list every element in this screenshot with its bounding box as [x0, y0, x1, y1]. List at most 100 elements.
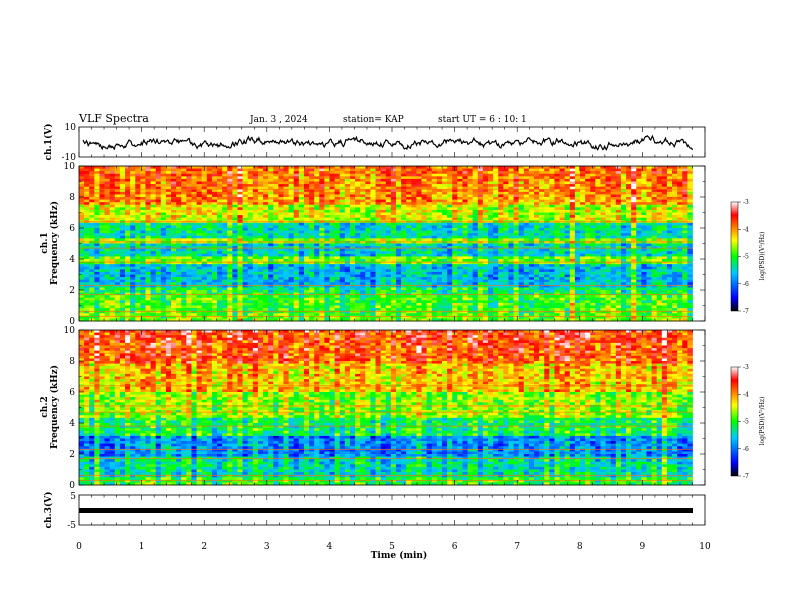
spectrogram-cell: [421, 235, 428, 239]
spectrogram-cell: [349, 178, 356, 182]
spectrogram-cell: [395, 261, 402, 265]
spectrogram-cell: [119, 212, 126, 216]
spectrogram-cell: [242, 202, 249, 206]
spectrogram-cell: [165, 199, 172, 203]
spectrogram-cell: [145, 191, 151, 195]
spectrogram-cell: [636, 202, 642, 206]
spectrogram-cell: [472, 209, 479, 213]
spectrogram-cell: [314, 228, 320, 231]
spectrogram-cell: [661, 186, 668, 190]
spectrogram-cell: [150, 243, 157, 247]
spectrogram-cell: [610, 209, 617, 213]
spectrogram-cell: [298, 246, 305, 250]
spectrogram-cell: [569, 266, 576, 270]
spectrogram-cell: [385, 178, 392, 182]
spectrogram-cell: [298, 256, 305, 260]
spectrogram-cell: [498, 266, 504, 270]
spectrogram-cell: [176, 235, 182, 239]
spectrogram-cell: [661, 209, 668, 213]
spectrogram-cell: [360, 191, 366, 195]
spectrogram-cell: [150, 225, 157, 229]
spectrogram-cell: [268, 222, 274, 226]
spectrogram-cell: [493, 212, 499, 216]
spectrogram-cell: [298, 209, 305, 213]
spectrogram-cell: [293, 217, 300, 221]
spectrogram-cell: [283, 189, 289, 193]
spectrogram-cell: [549, 222, 555, 226]
spectrogram-cell: [365, 178, 371, 182]
spectrogram-cell: [452, 186, 458, 190]
spectrogram-cell: [636, 228, 642, 231]
spectrogram-cell: [84, 235, 90, 239]
spectrogram-cell: [206, 176, 213, 180]
spectrogram-cell: [268, 269, 274, 273]
spectrogram-cell: [319, 240, 325, 244]
spectrogram-cell: [176, 251, 182, 255]
spectrogram-cell: [508, 189, 514, 193]
spectrogram-cell: [319, 176, 325, 180]
spectrogram-cell: [467, 230, 474, 234]
spectrogram-cell: [355, 207, 361, 211]
spectrogram-cell: [528, 204, 535, 208]
spectrogram-cell: [89, 199, 95, 203]
spectrogram-cell: [482, 191, 489, 195]
spectrogram-cell: [130, 235, 136, 239]
spectrogram-cell: [355, 197, 361, 200]
spectrogram-cell: [303, 240, 310, 244]
spectrogram-cell: [508, 225, 514, 229]
spectrogram-cell: [273, 168, 279, 172]
spectrogram-cell: [237, 199, 243, 203]
spectrogram-cell: [472, 184, 479, 188]
spectrogram-cell: [104, 246, 111, 250]
spectrogram-cell: [191, 204, 197, 208]
spectrogram-cell: [222, 186, 228, 190]
spectrogram-cell: [513, 168, 520, 172]
spectrogram-cell: [457, 199, 463, 203]
spectrogram-cell: [472, 197, 479, 200]
spectrogram-cell: [89, 217, 95, 221]
spectrogram-cell: [672, 238, 678, 242]
spectrogram-cell: [160, 173, 167, 177]
spectrogram-cell: [263, 194, 269, 198]
spectrogram-cell: [104, 256, 111, 260]
spectrogram-cell: [334, 235, 341, 239]
spectrogram-cell: [227, 264, 233, 268]
spectrogram-cell: [247, 217, 254, 221]
spectrogram-cell: [493, 233, 499, 237]
spectrogram-cell: [370, 269, 376, 273]
spectrogram-cell: [590, 225, 596, 229]
spectrogram-cell: [467, 246, 474, 250]
spectrogram-cell: [656, 238, 663, 242]
spectrogram-cell: [344, 259, 351, 262]
spectrogram-cell: [559, 253, 566, 257]
spectrogram-cell: [355, 243, 361, 247]
spectrogram-cell: [580, 243, 586, 247]
spectrogram-cell: [600, 266, 606, 270]
spectrogram-cell: [487, 253, 494, 257]
spectrogram-cell: [160, 197, 167, 200]
spectrogram-cell: [227, 204, 233, 208]
spectrogram-cell: [252, 251, 259, 255]
spectrogram-cell: [605, 225, 612, 229]
spectrogram-cell: [467, 259, 474, 262]
spectrogram-cell: [682, 209, 688, 213]
spectrogram-cell: [421, 261, 428, 265]
spectrogram-cell: [462, 176, 468, 180]
spectrogram-cell: [196, 184, 203, 188]
spectrogram-cell: [252, 186, 259, 190]
spectrogram-cell: [574, 184, 581, 188]
spectrogram-cell: [600, 171, 606, 175]
spectrogram-cell: [436, 238, 443, 242]
spectrogram-cell: [564, 256, 571, 260]
spectrogram-cell: [217, 191, 223, 195]
spectrogram-cell: [303, 259, 310, 262]
spectrogram-cell: [79, 259, 85, 262]
spectrogram-cell: [447, 191, 453, 195]
spectrogram-cell: [564, 197, 571, 200]
spectrogram-cell: [263, 264, 269, 268]
spectrogram-cell: [651, 189, 658, 193]
spectrogram-cell: [615, 233, 622, 237]
spectrogram-cell: [534, 225, 540, 229]
spectrogram-cell: [651, 215, 658, 219]
spectrogram-cell: [574, 217, 581, 221]
